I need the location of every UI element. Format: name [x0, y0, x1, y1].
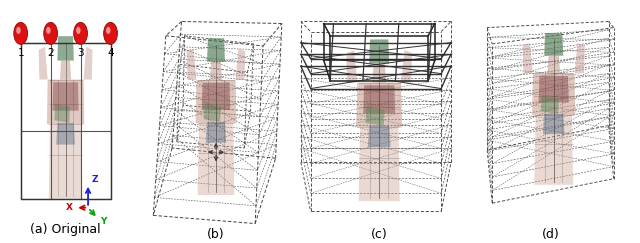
Polygon shape [207, 38, 225, 62]
Polygon shape [84, 47, 93, 79]
Polygon shape [58, 36, 74, 61]
Text: 1: 1 [17, 48, 24, 58]
Polygon shape [358, 127, 400, 201]
Circle shape [76, 27, 81, 34]
Polygon shape [532, 73, 575, 115]
Text: 3: 3 [77, 48, 84, 58]
Polygon shape [369, 39, 389, 64]
Text: 4: 4 [108, 48, 114, 58]
Circle shape [106, 27, 111, 34]
Polygon shape [368, 126, 390, 147]
Polygon shape [54, 104, 70, 123]
Text: (b): (b) [207, 228, 225, 241]
Polygon shape [49, 124, 83, 199]
Text: (c): (c) [371, 228, 388, 241]
Polygon shape [401, 50, 412, 83]
Polygon shape [346, 50, 357, 83]
Polygon shape [544, 33, 563, 56]
Circle shape [74, 22, 88, 44]
Polygon shape [187, 49, 196, 80]
Circle shape [16, 27, 20, 34]
Text: (d): (d) [541, 228, 559, 241]
Polygon shape [364, 85, 395, 113]
Polygon shape [372, 64, 386, 83]
Circle shape [104, 22, 117, 44]
Polygon shape [47, 79, 84, 124]
Polygon shape [539, 76, 569, 103]
Polygon shape [543, 114, 564, 134]
Circle shape [14, 22, 28, 44]
Bar [20, 43, 111, 199]
Polygon shape [60, 61, 71, 79]
Polygon shape [523, 43, 533, 73]
Polygon shape [204, 104, 221, 122]
Polygon shape [202, 83, 230, 110]
Text: Z: Z [92, 175, 99, 184]
Circle shape [44, 22, 58, 44]
Text: 2: 2 [47, 48, 54, 58]
Polygon shape [210, 62, 222, 80]
Polygon shape [38, 47, 47, 79]
Text: X: X [65, 203, 72, 212]
Polygon shape [52, 82, 79, 111]
Polygon shape [575, 43, 585, 73]
Text: (a) Original: (a) Original [30, 223, 101, 236]
Polygon shape [547, 56, 560, 73]
Polygon shape [236, 49, 245, 80]
Polygon shape [56, 123, 75, 145]
Circle shape [46, 27, 51, 34]
Polygon shape [365, 107, 385, 126]
Polygon shape [206, 122, 226, 143]
Polygon shape [541, 96, 559, 114]
Polygon shape [198, 123, 234, 195]
Text: Y: Y [100, 217, 107, 226]
Polygon shape [356, 83, 402, 127]
Polygon shape [196, 80, 236, 123]
Polygon shape [534, 115, 573, 185]
